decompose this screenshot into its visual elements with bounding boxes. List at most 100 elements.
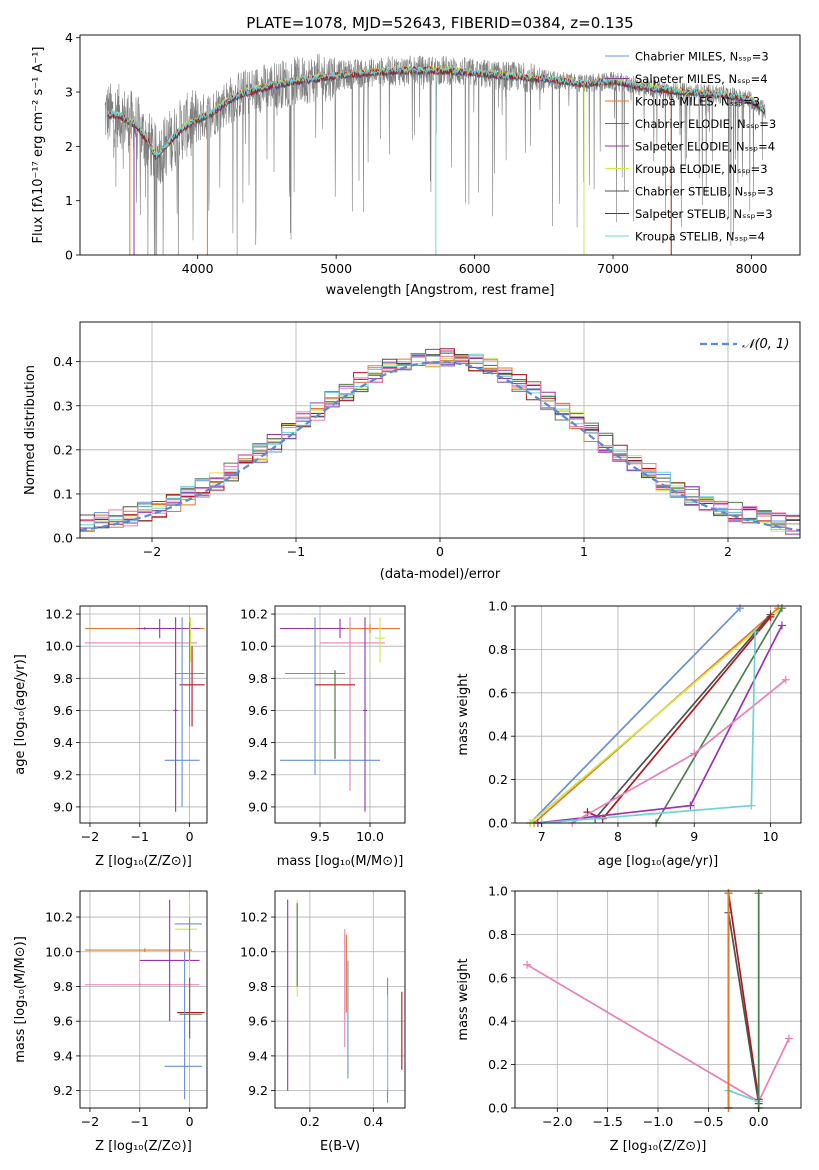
plot-area bbox=[84, 899, 205, 1100]
spectrum-lines bbox=[104, 53, 766, 255]
y-axis-label: mass weight bbox=[456, 958, 471, 1040]
weight-line bbox=[537, 625, 783, 824]
normal-curve bbox=[79, 360, 801, 532]
x-axis-label: Z [log₁₀(Z/Z⊙)] bbox=[610, 1139, 707, 1154]
y-tick-label: 10.0 bbox=[240, 944, 268, 959]
y-tick-label: 0.4 bbox=[488, 1014, 508, 1029]
axes-frame bbox=[274, 605, 406, 824]
weight-line bbox=[594, 614, 772, 820]
weight-line bbox=[727, 893, 760, 1100]
y-tick-label: 10.2 bbox=[45, 607, 73, 622]
x-tick-label: 0 bbox=[186, 1114, 194, 1129]
histogram-step bbox=[80, 355, 800, 532]
axes-frame bbox=[514, 890, 802, 1109]
y-axis-label: mass weight bbox=[456, 673, 471, 755]
x-axis-label: Z [log₁₀(Z/Z⊙)] bbox=[95, 854, 192, 869]
y-tick-label: 0.0 bbox=[488, 1101, 508, 1116]
legend-entry: Salpeter ELODIE, Nₛₛₚ=4 bbox=[635, 140, 775, 154]
plus-marker bbox=[686, 801, 695, 810]
legend-entry: Salpeter MILES, Nₛₛₚ=4 bbox=[635, 72, 768, 86]
y-axis-label: Flux [fλ10⁻¹⁷ erg cm⁻² s⁻¹ A⁻¹] bbox=[31, 47, 46, 244]
x-tick-label: 10.0 bbox=[356, 829, 384, 844]
plus-marker bbox=[751, 628, 760, 637]
x-tick-label: 5000 bbox=[320, 261, 352, 276]
x-axis-label: age [log₁₀(age/yr)] bbox=[598, 854, 719, 869]
y-tick-label: 10.2 bbox=[45, 910, 73, 925]
plot-area bbox=[84, 617, 205, 812]
y-tick-label: 9.4 bbox=[53, 1048, 73, 1063]
x-tick-label: 7000 bbox=[597, 261, 629, 276]
x-tick-label: 0 bbox=[186, 829, 194, 844]
legend-entry: Kroupa STELIB, Nₛₛₚ=4 bbox=[635, 230, 765, 244]
y-tick-label: 9.6 bbox=[248, 1014, 268, 1029]
weight-line bbox=[727, 912, 760, 1104]
x-tick-label: −2 bbox=[81, 1114, 99, 1129]
axes-residuals: −2 −1 0 1 2 0.0 0.1 0.2 0.3 0.4 bbox=[53, 321, 801, 559]
y-tick-label: 9.0 bbox=[53, 799, 73, 814]
axes-frame bbox=[79, 34, 801, 256]
y-tick-label: 9.6 bbox=[53, 703, 73, 718]
x-tick-label: 8 bbox=[614, 829, 622, 844]
y-tick-label: 0.4 bbox=[53, 354, 73, 369]
x-axis-label: Z [log₁₀(Z/Z⊙)] bbox=[95, 1139, 192, 1154]
axes-weight_vs_Z: −2.0 −1.5 −1.0 −0.5 0.0 0.0 0.2 0.4 0.6 0.8 1.0 bbox=[488, 884, 802, 1129]
y-tick-label: 0.0 bbox=[488, 816, 508, 831]
y-axis-label: age [log₁₀(age/yr)] bbox=[13, 654, 28, 775]
plus-marker bbox=[747, 801, 756, 810]
y-tick-label: 2 bbox=[65, 139, 73, 154]
y-tick-label: 4 bbox=[65, 30, 73, 45]
y-tick-label: 9.6 bbox=[53, 1014, 73, 1029]
x-tick-label: −1 bbox=[131, 1114, 149, 1129]
x-tick-label: 0.2 bbox=[300, 1114, 320, 1129]
plus-marker bbox=[690, 749, 699, 758]
axes-frame bbox=[274, 890, 406, 1109]
y-tick-label: 10.0 bbox=[45, 944, 73, 959]
y-tick-label: 10.0 bbox=[45, 639, 73, 654]
y-tick-label: 9.0 bbox=[248, 799, 268, 814]
x-tick-label: −1 bbox=[287, 544, 305, 559]
y-tick-label: 9.8 bbox=[53, 979, 73, 994]
x-tick-label: 0.0 bbox=[749, 1114, 769, 1129]
y-tick-label: 3 bbox=[65, 85, 73, 100]
plus-marker bbox=[754, 889, 763, 898]
y-axis-label: mass [log₁₀(M/M⊙)] bbox=[13, 936, 28, 1063]
y-tick-label: 0.0 bbox=[53, 531, 73, 546]
y-tick-label: 0.4 bbox=[488, 729, 508, 744]
y-tick-label: 9.4 bbox=[248, 1048, 268, 1063]
axes-mass_vs_EBV: 0.2 0.4 9.2 9.4 9.6 9.8 10.0 10.2 bbox=[240, 890, 406, 1129]
plot-area bbox=[104, 53, 766, 255]
x-axis-label: mass [log₁₀(M/M⊙)] bbox=[277, 854, 404, 869]
x-tick-label: −2.0 bbox=[542, 1114, 572, 1129]
y-tick-label: 0.8 bbox=[488, 927, 508, 942]
x-tick-label: 8000 bbox=[736, 261, 768, 276]
plot-area bbox=[280, 617, 400, 812]
plus-marker bbox=[523, 960, 532, 969]
y-tick-label: 9.2 bbox=[53, 767, 73, 782]
x-tick-label: 6000 bbox=[459, 261, 491, 276]
x-tick-label: −2 bbox=[81, 829, 99, 844]
y-tick-label: 9.2 bbox=[248, 767, 268, 782]
x-tick-label: 0 bbox=[436, 544, 444, 559]
legend-entry: 𝒩(0, 1) bbox=[742, 337, 789, 352]
y-tick-label: 1 bbox=[65, 193, 73, 208]
y-tick-label: 9.2 bbox=[248, 1083, 268, 1098]
plot-area bbox=[79, 348, 801, 535]
y-tick-label: 0.2 bbox=[488, 1057, 508, 1072]
plus-marker bbox=[766, 612, 775, 621]
x-tick-label: −0.5 bbox=[693, 1114, 723, 1129]
x-tick-label: 4000 bbox=[182, 261, 214, 276]
weight-line bbox=[655, 607, 783, 824]
y-tick-label: 9.8 bbox=[53, 671, 73, 686]
y-tick-label: 0 bbox=[65, 248, 73, 263]
y-tick-label: 0.2 bbox=[488, 772, 508, 787]
x-tick-label: 2 bbox=[724, 544, 732, 559]
x-tick-label: −2 bbox=[143, 544, 161, 559]
x-tick-label: 9 bbox=[690, 829, 698, 844]
x-tick-label: −1.0 bbox=[643, 1114, 673, 1129]
plot-area bbox=[526, 604, 790, 827]
plus-marker bbox=[784, 1034, 793, 1043]
weight-line bbox=[529, 607, 741, 824]
legend-entry: Chabrier STELIB, Nₛₛₚ=3 bbox=[635, 185, 774, 199]
plot-area bbox=[287, 899, 403, 1103]
